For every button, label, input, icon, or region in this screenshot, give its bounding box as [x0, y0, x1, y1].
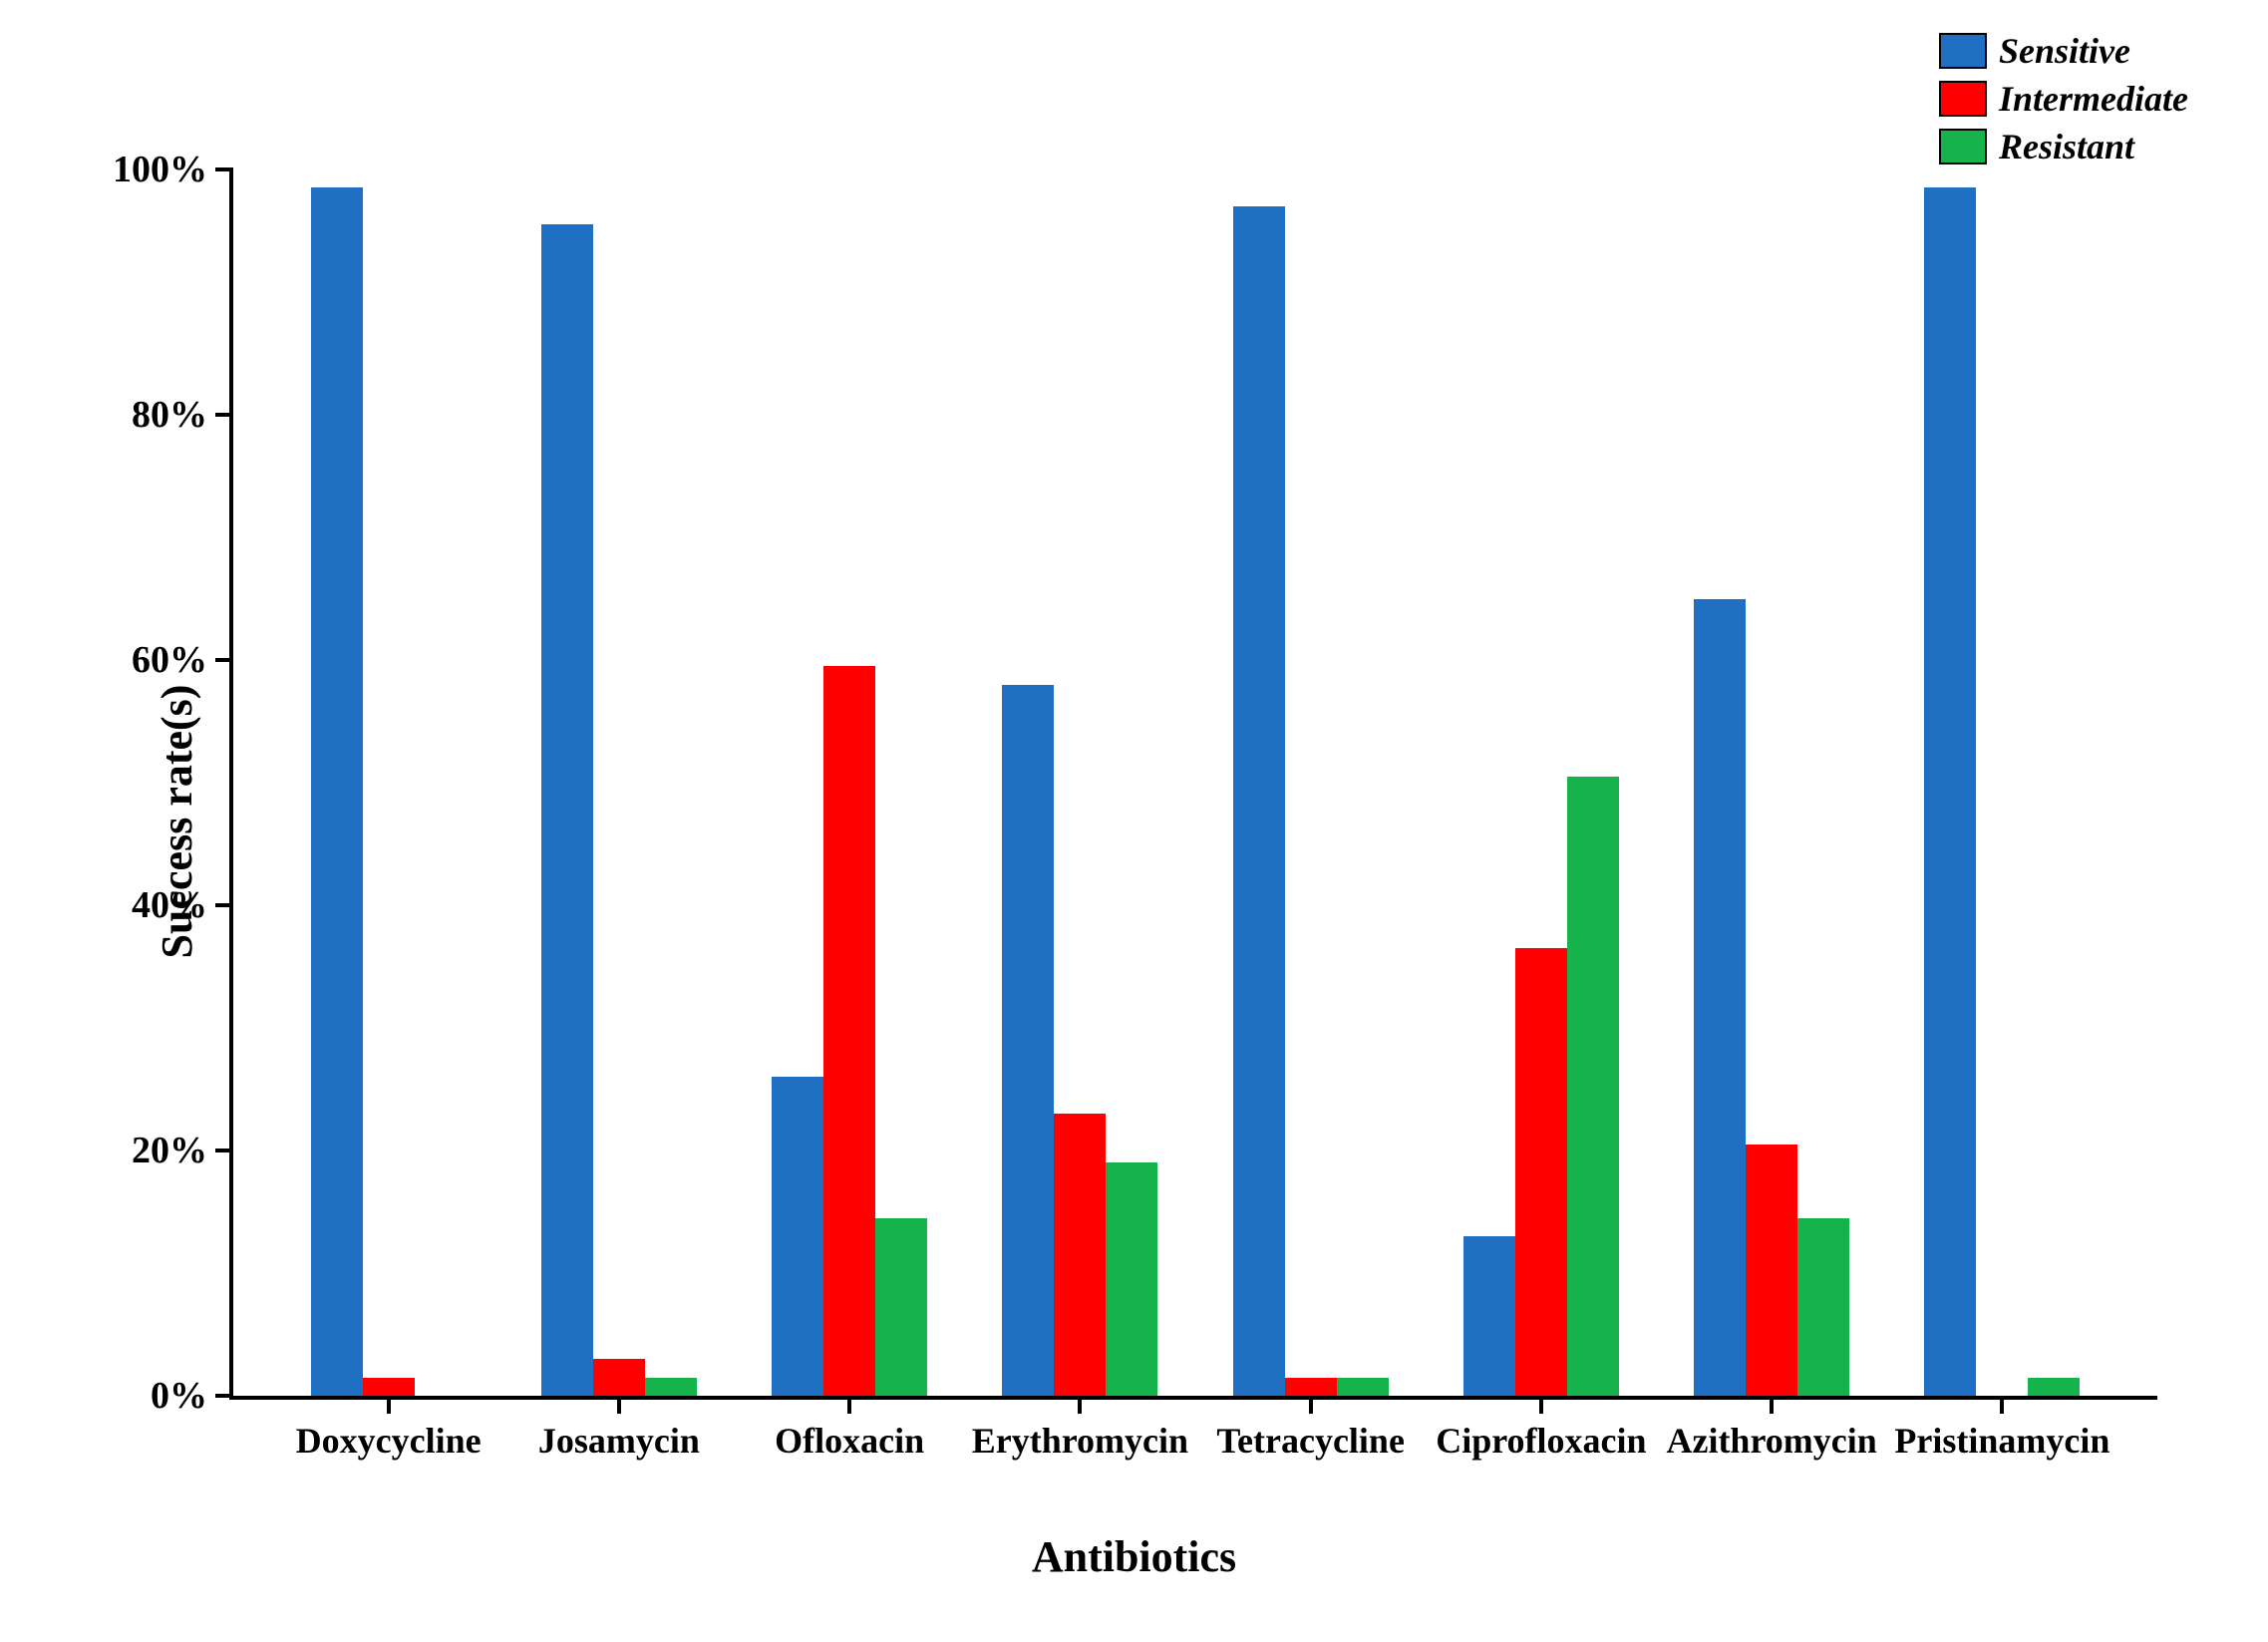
legend-swatch [1939, 81, 1987, 117]
legend-item: Sensitive [1939, 30, 2188, 72]
y-tick [215, 1149, 233, 1152]
x-tick [1309, 1396, 1313, 1414]
legend-label: Resistant [1999, 126, 2134, 167]
y-tick [215, 903, 233, 907]
y-tick-label: 60% [132, 638, 207, 682]
x-tick [2000, 1396, 2004, 1414]
bar [875, 1218, 927, 1396]
bar [2028, 1378, 2080, 1396]
bar [1797, 1218, 1849, 1396]
bar [1694, 599, 1746, 1397]
chart-container: Sensitive Intermediate Resistant 0%20%40%6… [0, 0, 2268, 1642]
x-axis-title: Antibiotics [1032, 1531, 1236, 1582]
bar [645, 1378, 697, 1396]
x-tick-label: Pristinamycin [1894, 1420, 2109, 1462]
y-tick-label: 100% [113, 148, 207, 191]
x-tick-label: Ofloxacin [775, 1420, 924, 1462]
y-tick [215, 413, 233, 417]
x-tick [847, 1396, 851, 1414]
x-tick-label: Tetracycline [1216, 1420, 1405, 1462]
x-tick-label: Doxycycline [296, 1420, 482, 1462]
x-tick [1078, 1396, 1082, 1414]
bar [1106, 1162, 1157, 1396]
x-tick [617, 1396, 621, 1414]
bar [541, 224, 593, 1396]
y-tick-label: 80% [132, 393, 207, 437]
bar [363, 1378, 415, 1396]
bar [1285, 1378, 1337, 1396]
y-axis-title: Success rate(s) [152, 684, 202, 958]
bar [1054, 1114, 1106, 1396]
x-tick [387, 1396, 391, 1414]
x-tick [1539, 1396, 1543, 1414]
x-tick [1770, 1396, 1774, 1414]
y-tick [215, 658, 233, 662]
y-tick [215, 1394, 233, 1398]
bar [1002, 685, 1054, 1396]
bar [772, 1077, 823, 1396]
legend-label: Intermediate [1999, 78, 2188, 120]
plot-area: 0%20%40%60%80%100%DoxycyclineJosamycinOf… [229, 169, 2157, 1400]
legend: Sensitive Intermediate Resistant [1939, 30, 2188, 173]
x-tick-label: Ciprofloxacin [1436, 1420, 1646, 1462]
x-tick-label: Josamycin [538, 1420, 700, 1462]
bar [1233, 206, 1285, 1396]
bar [1515, 948, 1567, 1396]
legend-label: Sensitive [1999, 30, 2130, 72]
legend-item: Resistant [1939, 126, 2188, 167]
bar [1746, 1145, 1797, 1396]
bar [1463, 1236, 1515, 1396]
bar [593, 1359, 645, 1396]
bar [311, 187, 363, 1396]
y-tick-label: 20% [132, 1129, 207, 1172]
x-tick-label: Erythromycin [972, 1420, 1188, 1462]
bar [1337, 1378, 1389, 1396]
legend-swatch [1939, 129, 1987, 164]
bar [823, 666, 875, 1396]
y-tick-label: 0% [151, 1374, 207, 1418]
bar [1567, 777, 1619, 1396]
legend-swatch [1939, 33, 1987, 69]
x-tick-label: Azithromycin [1666, 1420, 1876, 1462]
bar [1924, 187, 1976, 1396]
legend-item: Intermediate [1939, 78, 2188, 120]
y-tick [215, 167, 233, 171]
